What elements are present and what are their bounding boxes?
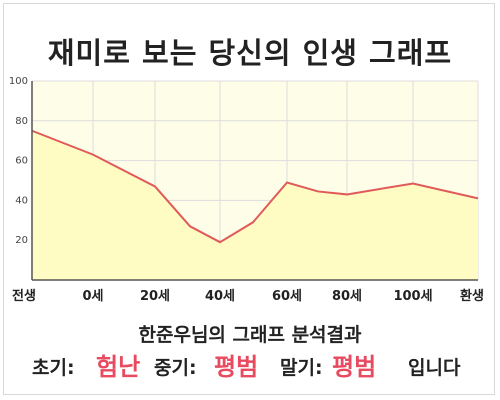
y-tick-label: 80: [15, 116, 28, 127]
middle-value: 평범: [214, 353, 259, 381]
x-tick-label: 전생: [12, 288, 36, 304]
early-label: 초기:: [32, 357, 75, 379]
y-tick-label: 40: [15, 195, 28, 206]
series-line: [31, 129, 479, 244]
graph-frame: [3, 3, 495, 395]
y-tick-label: 100: [9, 76, 28, 87]
x-tick-label: 20세: [140, 289, 170, 304]
late-label: 말기:: [280, 357, 323, 379]
life-chart: 20 40 60 80 100 전생 0세 20세 40세 60세 80세 100세 환생: [9, 76, 484, 304]
area-fill: [32, 130, 478, 280]
middle-label: 중기:: [154, 357, 197, 379]
x-tick-label: 60세: [272, 289, 302, 304]
x-tick-label: 100세: [393, 289, 432, 304]
early-value: 험난: [96, 353, 141, 381]
x-tick-label: 80세: [332, 289, 362, 304]
y-tick-label: 20: [15, 235, 28, 246]
late-value: 평범: [332, 353, 377, 381]
result-heading: 한준우님의 그래프 분석결과: [138, 324, 362, 346]
result-summary: 초기: 험난 중기: 평범 말기: 평범 입니다: [0, 345, 500, 381]
result-suffix: 입니다: [408, 357, 461, 379]
y-tick-label: 60: [15, 156, 28, 167]
x-tick-label: 40세: [205, 289, 235, 304]
x-tick-label: 0세: [82, 289, 103, 304]
page-title: 재미로 보는 당신의 인생 그래프: [47, 36, 453, 70]
x-tick-label: 환생: [460, 288, 484, 304]
